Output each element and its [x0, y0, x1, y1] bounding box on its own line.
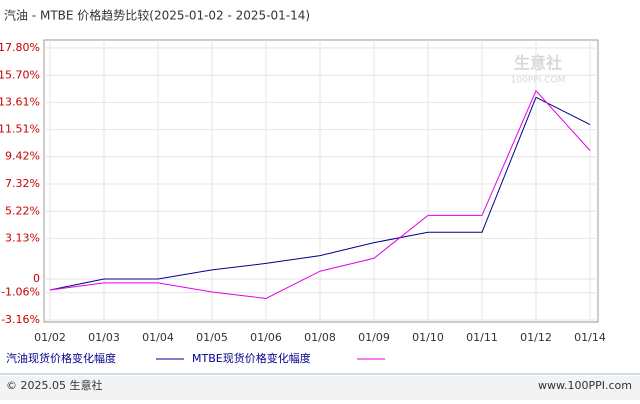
y-tick-label: 11.51%	[0, 123, 40, 136]
legend-label: 汽油现货价格变化幅度	[6, 351, 116, 365]
footer	[0, 376, 640, 400]
y-tick-label: -3.16%	[1, 313, 40, 326]
y-tick-label: 17.80%	[0, 41, 40, 54]
legend-label: MTBE现货价格变化幅度	[192, 351, 311, 365]
y-tick-label: 3.13%	[5, 231, 40, 244]
x-tick-label: 01/03	[88, 331, 120, 344]
chart-title: 汽油 - MTBE 价格趋势比较(2025-01-02 - 2025-01-14…	[4, 8, 310, 23]
x-tick-label: 01/06	[250, 331, 282, 344]
y-tick-label: 7.32%	[5, 177, 40, 190]
x-tick-label: 01/10	[412, 331, 444, 344]
watermark: 生意社	[514, 54, 562, 73]
y-tick-label: 15.70%	[0, 68, 40, 81]
y-tick-label: 9.42%	[5, 150, 40, 163]
x-tick-label: 01/09	[358, 331, 390, 344]
footer-right: www.100PPI.com	[538, 379, 632, 392]
x-tick-label: 01/08	[304, 331, 336, 344]
series-line	[49, 96, 591, 291]
x-tick-label: 01/11	[466, 331, 498, 344]
x-tick-label: 01/02	[34, 331, 66, 344]
x-tick-label: 01/14	[574, 331, 606, 344]
x-tick-label: 01/05	[196, 331, 228, 344]
y-tick-label: 13.61%	[0, 95, 40, 108]
plot-area	[43, 39, 599, 323]
watermark: 100PPI.COM	[511, 76, 566, 86]
footer-left: © 2025.05 生意社	[6, 378, 102, 392]
y-tick-label: 0	[33, 272, 40, 285]
x-tick-label: 01/12	[520, 331, 552, 344]
y-tick-label: 5.22%	[5, 204, 40, 217]
series-line	[49, 89, 591, 299]
y-tick-label: -1.06%	[1, 286, 40, 299]
x-tick-label: 01/04	[142, 331, 174, 344]
